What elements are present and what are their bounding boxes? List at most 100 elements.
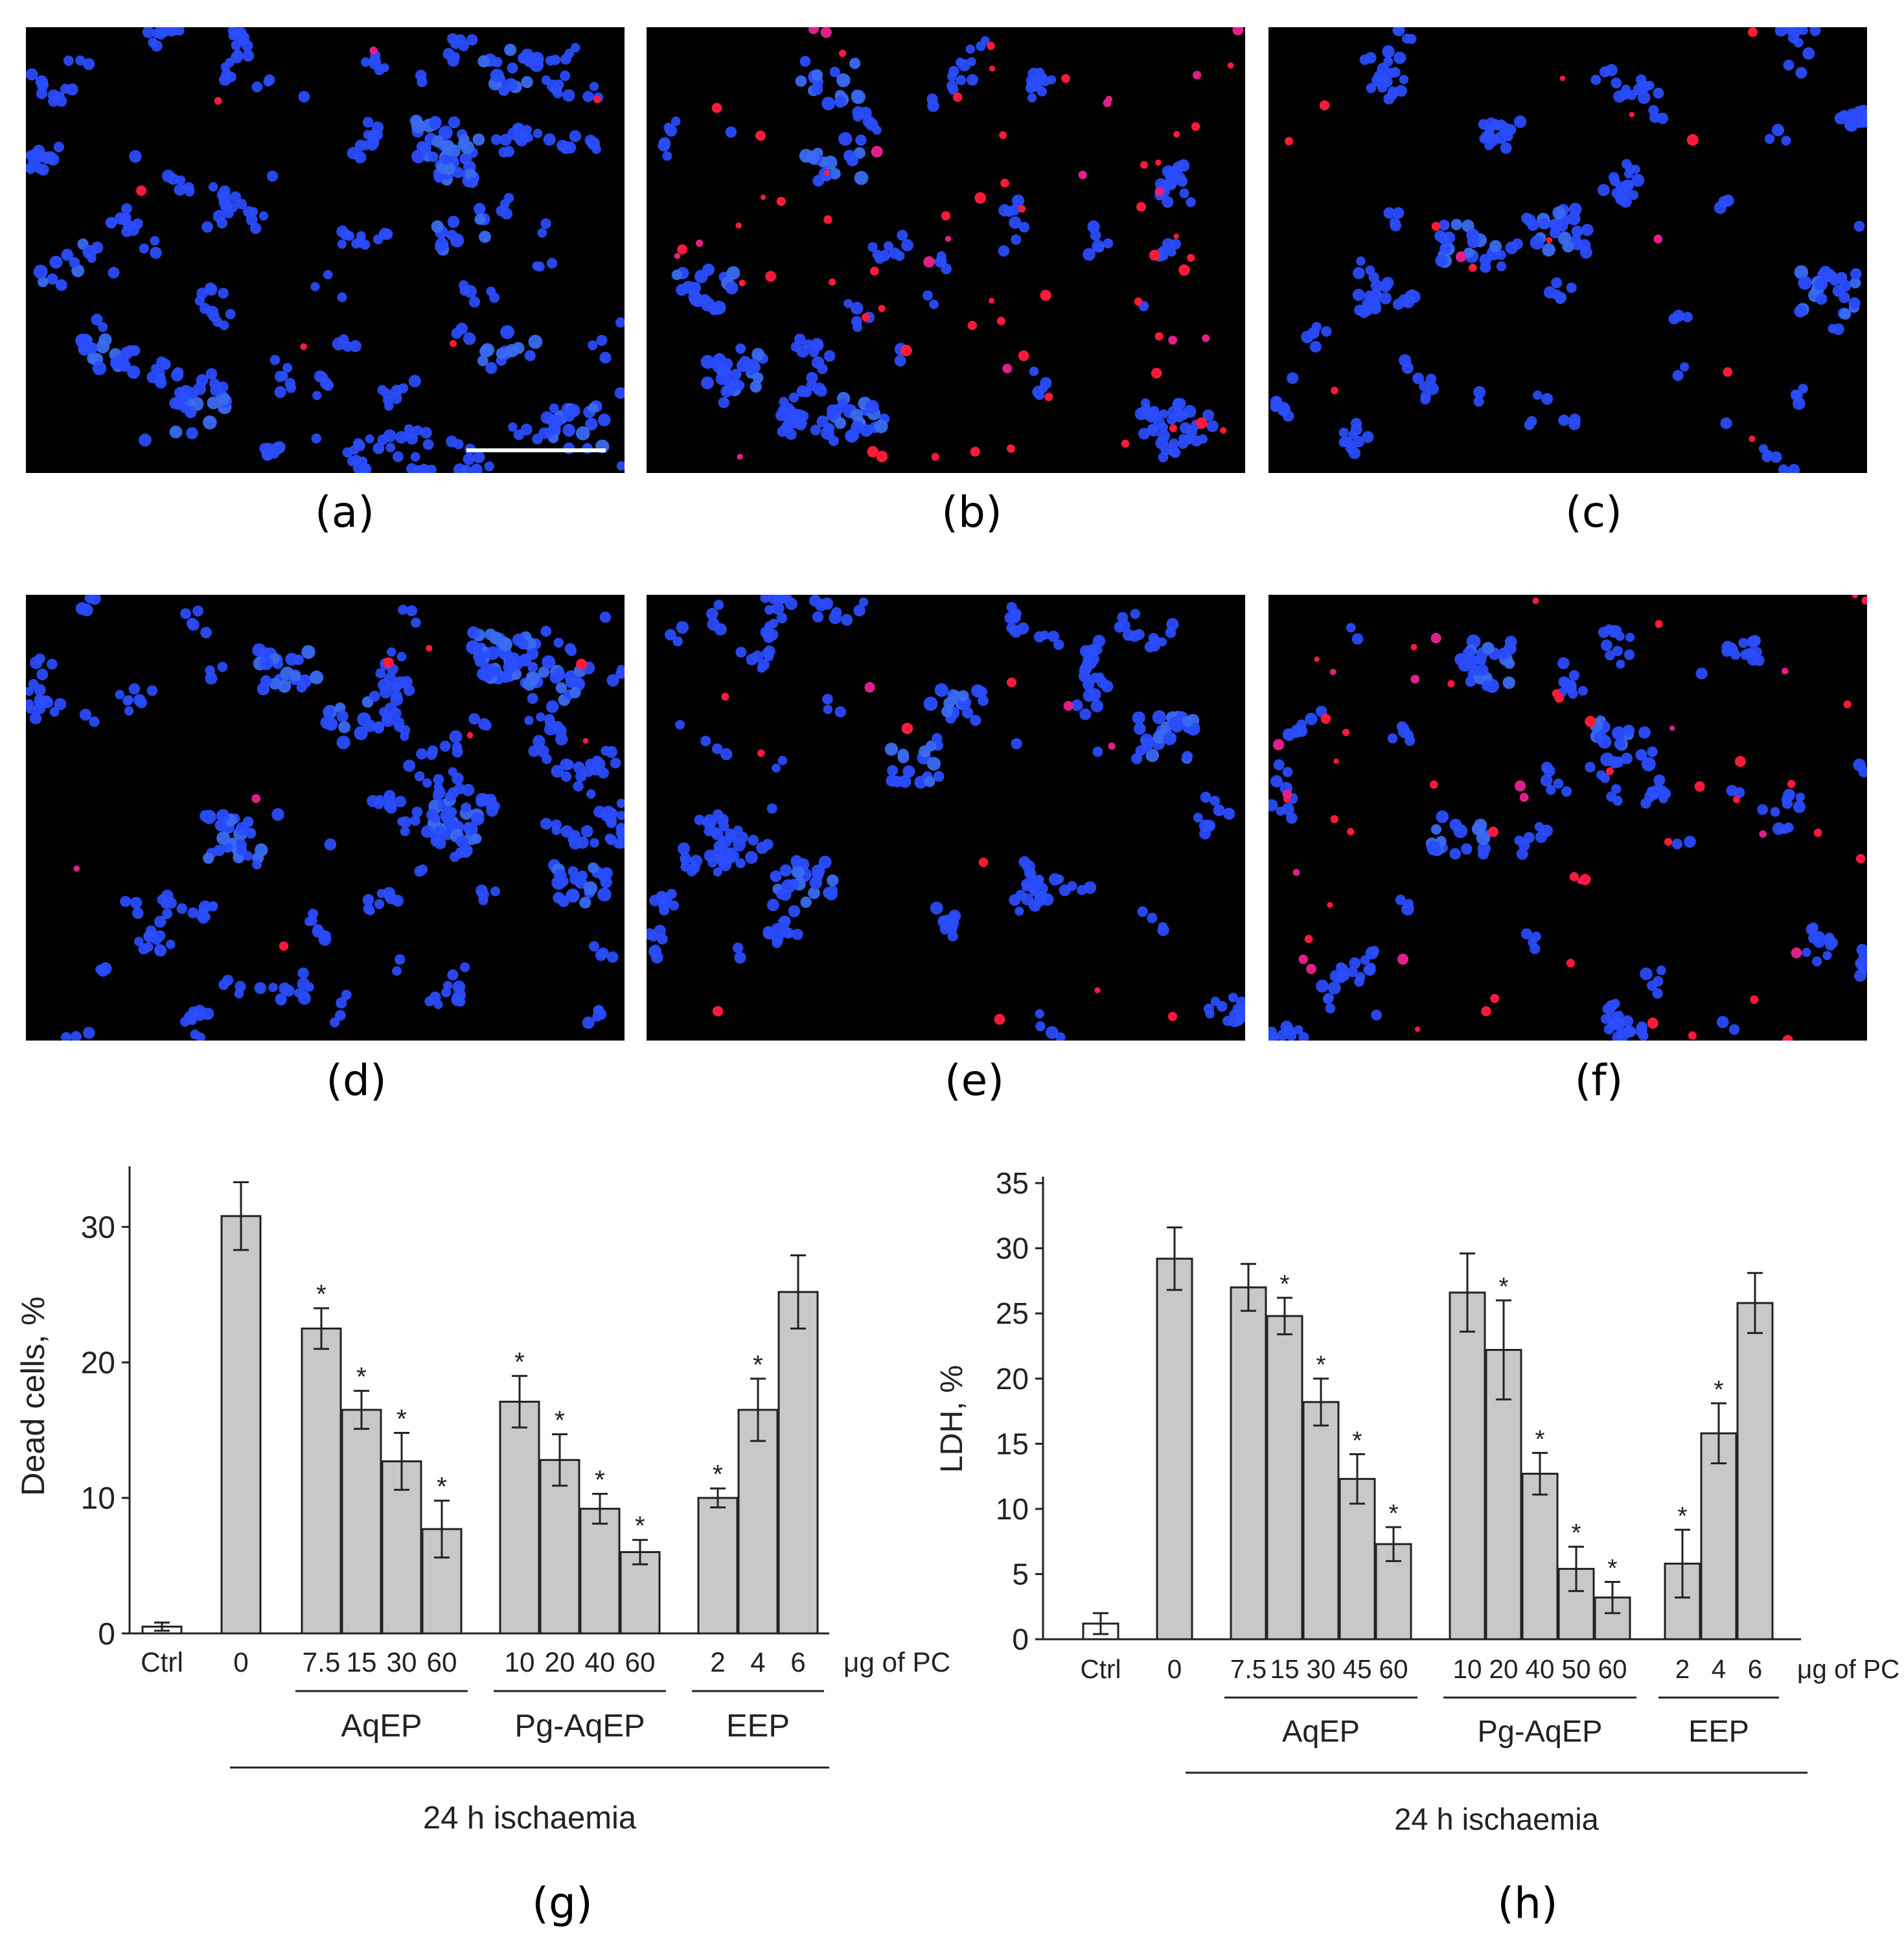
condition-label: 24 h ischaemia bbox=[1394, 1803, 1599, 1836]
category-label: 2 bbox=[710, 1647, 726, 1677]
bar bbox=[1736, 1302, 1774, 1641]
category-label: 30 bbox=[1306, 1654, 1335, 1684]
y-tick-label: 30 bbox=[996, 1232, 1029, 1265]
category-label: 7.5 bbox=[1230, 1654, 1267, 1684]
panel-label-d: (d) bbox=[326, 1055, 387, 1105]
category-label: 15 bbox=[347, 1647, 377, 1677]
category-label: 2 bbox=[1675, 1654, 1690, 1684]
category-label: Ctrl bbox=[141, 1647, 183, 1677]
bar bbox=[619, 1551, 661, 1635]
micrograph-b bbox=[647, 27, 1245, 473]
dead-cells-chart: 0 10 20 30 Dead cells, % Ctrl 0 * 7.5 * 15 * 30 * 60 * 1… bbox=[14, 1166, 950, 1836]
panel-label-f: (f) bbox=[1574, 1055, 1623, 1105]
significance-marker: * bbox=[635, 1511, 645, 1541]
category-label: 4 bbox=[1712, 1654, 1726, 1684]
nuclei-layer bbox=[1268, 623, 1867, 1041]
panel-label-g: (g) bbox=[532, 1878, 593, 1928]
bar bbox=[1230, 1286, 1267, 1641]
nuclei-layer bbox=[26, 27, 625, 473]
category-label: 10 bbox=[1452, 1654, 1482, 1684]
panel-label-a: (a) bbox=[315, 487, 374, 537]
micrograph-b-image bbox=[658, 27, 1244, 463]
unit-label: μg of PC bbox=[1797, 1654, 1899, 1684]
group-label: AqEP bbox=[1282, 1714, 1360, 1748]
y-tick-label: 0 bbox=[98, 1617, 115, 1652]
bar bbox=[1521, 1473, 1559, 1641]
bar bbox=[220, 1215, 262, 1635]
micrograph-d-image bbox=[26, 595, 625, 1041]
bar bbox=[737, 1409, 779, 1635]
category-label: 30 bbox=[387, 1647, 417, 1677]
group-label: EEP bbox=[1688, 1714, 1749, 1748]
micrograph-a bbox=[26, 27, 625, 473]
condition-label: 24 h ischaemia bbox=[423, 1801, 637, 1836]
category-label: 45 bbox=[1342, 1654, 1371, 1684]
ldh-chart: 0 5 10 15 20 25 30 35 LDH, % Ctrl 0 7.5 * 15 * 30 * 45 * 60… bbox=[934, 1166, 1899, 1836]
category-label: 20 bbox=[1489, 1654, 1518, 1684]
category-label: 60 bbox=[625, 1647, 656, 1677]
significance-marker: * bbox=[396, 1404, 407, 1434]
category-label: 60 bbox=[1598, 1654, 1627, 1684]
significance-marker: * bbox=[1352, 1427, 1362, 1455]
y-tick-label: 5 bbox=[1012, 1558, 1029, 1591]
unit-label: μg of PC bbox=[843, 1647, 950, 1677]
category-label: 50 bbox=[1561, 1654, 1590, 1684]
significance-marker: * bbox=[595, 1465, 605, 1495]
micrograph-e-image bbox=[647, 595, 1245, 1041]
group-label: Pg-AqEP bbox=[1478, 1714, 1603, 1748]
y-tick-label: 15 bbox=[996, 1427, 1029, 1460]
y-tick-label: 10 bbox=[996, 1492, 1029, 1526]
category-label: 40 bbox=[1525, 1654, 1554, 1684]
y-tick-label: 20 bbox=[81, 1346, 115, 1381]
category-label: 40 bbox=[585, 1647, 615, 1677]
significance-marker: * bbox=[555, 1405, 565, 1435]
y-axis-label: LDH, % bbox=[934, 1365, 969, 1473]
nuclei-layer bbox=[647, 595, 1245, 1041]
micrograph-c bbox=[1268, 27, 1867, 473]
nuclei-layer bbox=[26, 595, 625, 1041]
y-tick-label: 0 bbox=[1012, 1622, 1029, 1656]
category-label: 20 bbox=[545, 1647, 575, 1677]
dead-cell-layer bbox=[1285, 27, 1758, 443]
significance-marker: * bbox=[437, 1471, 447, 1501]
significance-marker: * bbox=[1571, 1519, 1581, 1547]
bar bbox=[1449, 1291, 1486, 1641]
micrograph-c-image bbox=[1270, 27, 1867, 473]
significance-marker: * bbox=[1279, 1271, 1289, 1298]
y-tick-label: 35 bbox=[996, 1166, 1029, 1200]
panel-label-h: (h) bbox=[1497, 1878, 1558, 1928]
micrograph-f bbox=[1268, 595, 1867, 1041]
dead-cell-layer bbox=[136, 46, 601, 351]
bar bbox=[1266, 1315, 1303, 1641]
scale-bar bbox=[466, 448, 606, 452]
group-label: Pg-AqEP bbox=[514, 1709, 645, 1744]
y-axis-label: Dead cells, % bbox=[14, 1296, 51, 1496]
category-label: 0 bbox=[233, 1647, 249, 1677]
bar bbox=[1156, 1258, 1193, 1641]
significance-marker: * bbox=[1316, 1352, 1325, 1379]
panel-label-c: (c) bbox=[1565, 487, 1622, 537]
bar bbox=[1338, 1478, 1376, 1641]
bar bbox=[1302, 1401, 1340, 1641]
significance-marker: * bbox=[1535, 1425, 1544, 1453]
significance-marker: * bbox=[514, 1347, 525, 1377]
bar bbox=[499, 1400, 540, 1635]
category-label: 60 bbox=[1379, 1654, 1408, 1684]
category-label: 7.5 bbox=[303, 1647, 341, 1677]
bar bbox=[301, 1327, 342, 1635]
significance-marker: * bbox=[713, 1459, 723, 1489]
y-tick-label: 20 bbox=[996, 1362, 1029, 1396]
micrograph-f-image bbox=[1268, 595, 1867, 1041]
panel-label-e: (e) bbox=[944, 1055, 1005, 1105]
micrograph-a-image bbox=[26, 27, 625, 473]
category-label: 6 bbox=[1748, 1654, 1763, 1684]
panel-label-b: (b) bbox=[941, 487, 1002, 537]
category-label: 0 bbox=[1167, 1654, 1182, 1684]
dead-cell-layer bbox=[1272, 595, 1867, 1041]
dead-cell-layer bbox=[73, 645, 589, 951]
significance-marker: * bbox=[753, 1350, 763, 1379]
nuclei-layer bbox=[1270, 27, 1867, 473]
group-label: EEP bbox=[726, 1709, 790, 1744]
category-label: 60 bbox=[427, 1647, 457, 1677]
category-label: 4 bbox=[750, 1647, 766, 1677]
